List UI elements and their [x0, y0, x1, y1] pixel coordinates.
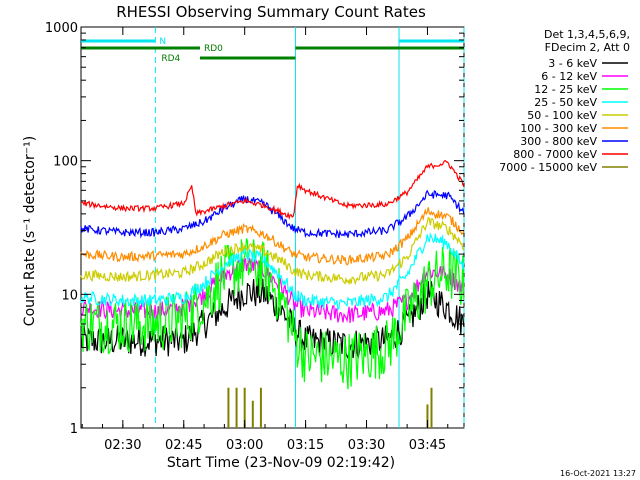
legend-label-6: 300 - 800 keV [520, 135, 597, 148]
x-tick-label-1: 02:45 [165, 438, 202, 453]
series-12-25-kev [80, 238, 465, 390]
legend-label-5: 100 - 300 keV [520, 122, 597, 135]
legend-label-4: 50 - 100 keV [527, 109, 597, 122]
flag-label-n: N [159, 37, 166, 47]
x-axis-label: Start Time (23-Nov-09 02:19:42) [167, 455, 395, 471]
series-50-100-kev [80, 216, 465, 286]
series-lines [80, 160, 465, 428]
y-tick-label-2: 100 [53, 155, 78, 170]
series-300-800-kev [80, 189, 465, 239]
legend-label-2: 12 - 25 keV [534, 83, 597, 96]
flag-label-rd0: RD0 [204, 44, 223, 54]
timestamp: 16-Oct-2021 13:27 [560, 469, 636, 478]
y-tick-label-0: 1 [70, 422, 78, 437]
legend-label-1: 6 - 12 keV [541, 70, 597, 83]
chart-title: RHESSI Observing Summary Count Rates [116, 3, 426, 21]
y-tick-label-3: 1000 [45, 21, 78, 36]
x-tick-label-2: 03:00 [226, 438, 263, 453]
legend-label-3: 25 - 50 keV [534, 96, 597, 109]
flag-bars: N RD0 RD4 [81, 37, 464, 64]
legend-title-0: Det 1,3,4,5,6,9, [544, 28, 630, 41]
series-100-300-kev [80, 207, 465, 266]
y-axis-label: Count Rate (s⁻¹ detector⁻¹) [22, 136, 38, 326]
plot-frame [80, 26, 465, 429]
series-800-7000-kev [80, 160, 465, 221]
series-3-6-kev [80, 277, 465, 360]
legend-label-8: 7000 - 15000 keV [499, 161, 597, 174]
marker-lines [154, 27, 465, 428]
x-tick-label-0: 02:30 [104, 438, 141, 453]
flag-label-rd4: RD4 [161, 54, 180, 64]
legend-label-7: 800 - 7000 keV [513, 148, 597, 161]
axis-ticks: 02:30 02:45 03:00 03:15 03:30 03:45 1 10 100 1000 [45, 21, 464, 453]
legend-label-0: 3 - 6 keV [548, 57, 597, 70]
legend-title-1: FDecim 2, Att 0 [545, 41, 630, 54]
series-25-50-kev [80, 232, 465, 312]
x-tick-label-5: 03:45 [409, 438, 446, 453]
x-tick-label-4: 03:30 [348, 438, 385, 453]
legend: Det 1,3,4,5,6,9,FDecim 2, Att 0 3 - 6 keV… [499, 28, 630, 174]
x-tick-label-3: 03:15 [287, 438, 324, 453]
y-tick-label-1: 10 [61, 288, 78, 303]
